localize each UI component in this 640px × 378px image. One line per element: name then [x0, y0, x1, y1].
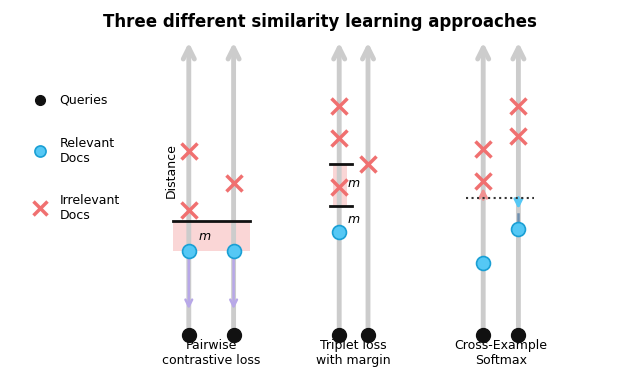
- Text: Three different similarity learning approaches: Three different similarity learning appr…: [103, 13, 537, 31]
- Text: Relevant
Docs: Relevant Docs: [60, 137, 115, 165]
- Text: Irrelevant
Docs: Irrelevant Docs: [60, 194, 120, 222]
- Text: Cross-Example
Softmax: Cross-Example Softmax: [454, 339, 547, 367]
- Text: Triplet loss
with margin: Triplet loss with margin: [316, 339, 391, 367]
- Text: Pairwise
contrastive loss: Pairwise contrastive loss: [162, 339, 260, 367]
- Text: Distance: Distance: [164, 143, 177, 198]
- Bar: [173, 221, 250, 251]
- Text: m: m: [348, 177, 360, 190]
- Text: Queries: Queries: [60, 94, 108, 107]
- Bar: [333, 164, 347, 206]
- Text: m: m: [348, 213, 360, 226]
- Text: m: m: [198, 230, 211, 243]
